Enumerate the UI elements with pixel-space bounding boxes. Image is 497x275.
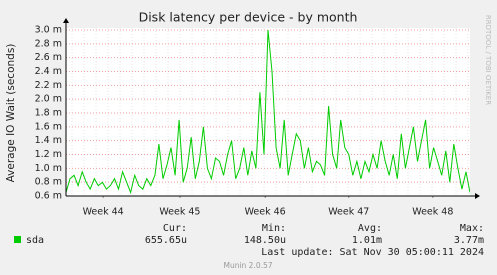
plot-area — [66, 28, 470, 196]
y-tick-label: 2.0 m — [35, 94, 62, 105]
stat-label: Cur: — [163, 223, 187, 234]
y-tick-label: 2.4 m — [35, 66, 62, 77]
chart-title: Disk latency per device - by month — [139, 10, 358, 25]
minor-grid — [71, 28, 469, 196]
stat-label: Max: — [460, 223, 484, 234]
x-tick-label: Week 46 — [245, 207, 286, 218]
stat-value: 1.01m — [352, 235, 382, 246]
y-tick-label: 1.6 m — [35, 121, 62, 132]
x-tick-label: Week 44 — [83, 207, 124, 218]
y-tick-label: 1.4 m — [35, 135, 62, 146]
series-line — [66, 29, 470, 195]
last-update: Last update: Sat Nov 30 05:00:11 2024 — [261, 247, 484, 258]
x-tick-label: Week 47 — [328, 207, 369, 218]
y-tick-label: 2.8 m — [35, 38, 62, 49]
y-axis-label: Average IO Wait (seconds) — [5, 44, 17, 183]
stat-label: Avg: — [358, 223, 382, 234]
y-tick-label: 3.0 m — [35, 25, 62, 36]
y-tick-label: 0.8 m — [35, 177, 62, 188]
y-tick-label: 2.6 m — [35, 52, 62, 63]
stat-label: Min: — [262, 223, 286, 234]
y-tick-label: 1.2 m — [35, 149, 62, 160]
y-tick-label: 1.0 m — [35, 163, 62, 174]
legend-label: sda — [26, 235, 44, 246]
y-tick-label: 2.2 m — [35, 80, 62, 91]
stat-value: 3.77m — [454, 235, 484, 246]
y-tick-label: 0.6 m — [35, 191, 62, 202]
legend-swatch — [14, 236, 21, 243]
watermark: RRDTOOL / TOBI OETIKER — [484, 15, 492, 105]
stat-value: 148.50u — [244, 235, 286, 246]
stat-value: 655.65u — [145, 235, 187, 246]
y-tick-label: 1.8 m — [35, 108, 62, 119]
x-tick-label: Week 45 — [159, 207, 200, 218]
footer: Munin 2.0.57 — [223, 261, 272, 270]
x-axis-arrow — [475, 193, 480, 199]
x-tick-label: Week 48 — [412, 207, 453, 218]
y-axis-arrow — [63, 18, 69, 23]
